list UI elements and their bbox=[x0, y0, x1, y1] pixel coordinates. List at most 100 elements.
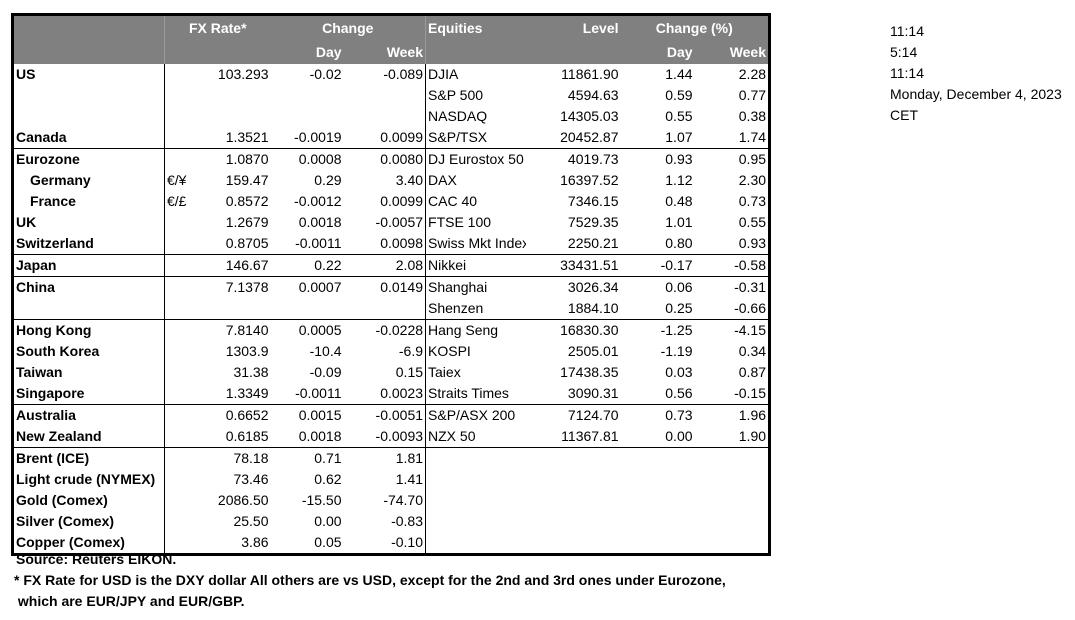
fx-change-week bbox=[343, 298, 426, 320]
equity-change-week: 1.90 bbox=[710, 426, 770, 448]
equity-level: 4019.73 bbox=[567, 151, 619, 167]
equity-level: 20452.87 bbox=[525, 127, 621, 149]
equity-change-day bbox=[621, 511, 711, 532]
equity-change-week: 0.93 bbox=[710, 233, 770, 255]
header-change: Change bbox=[270, 14, 426, 40]
fx-rate: 2086.50 bbox=[217, 492, 269, 508]
fx-change-day bbox=[270, 298, 344, 320]
equity-change-day: 0.55 bbox=[665, 108, 693, 124]
time-line: 11:14 bbox=[890, 23, 924, 39]
equity-level: 1884.10 bbox=[525, 298, 621, 320]
equity-level bbox=[526, 469, 621, 490]
equity-level: 17438.35 bbox=[560, 364, 619, 380]
equity-index: KOSPI bbox=[425, 341, 526, 362]
fx-change-week: -6.9 bbox=[398, 343, 424, 359]
fx-rate bbox=[211, 106, 271, 127]
equity-change-week: 0.38 bbox=[738, 108, 767, 124]
equity-index: DJIA bbox=[425, 64, 526, 85]
header-week: Week bbox=[343, 40, 426, 64]
table-row: Switzerland 0.8705 -0.0011 0.0098 Swiss Mkt … bbox=[12, 233, 770, 255]
table-row: Canada 1.3521 -0.0019 0.0099 S&P/TSX 20452.87… bbox=[12, 127, 770, 149]
equity-change-day: 0.80 bbox=[620, 233, 711, 255]
equity-index: Hang Seng bbox=[425, 319, 526, 341]
row-name: South Korea bbox=[16, 343, 100, 359]
equity-index bbox=[425, 469, 526, 490]
header-blank bbox=[425, 40, 526, 64]
fx-change-week: 0.0080 bbox=[380, 151, 424, 167]
equity-change-week: 1.96 bbox=[738, 407, 767, 423]
currency-pair: €/¥ bbox=[164, 170, 211, 191]
equity-change-day: 1.44 bbox=[665, 66, 693, 82]
fx-change-day: -0.0019 bbox=[270, 127, 344, 149]
equity-change-day: 0.48 bbox=[665, 193, 693, 209]
equity-level bbox=[526, 490, 621, 511]
equity-index: NASDAQ bbox=[425, 106, 526, 127]
table-row: China 7.1378 0.0007 0.0149 Shanghai 3026.34 0.… bbox=[13, 276, 770, 298]
fx-change-day: -0.09 bbox=[309, 364, 342, 380]
equity-index: Shanghai bbox=[425, 276, 526, 298]
equity-index: S&P/TSX bbox=[425, 127, 526, 149]
currency-pair bbox=[164, 404, 211, 426]
header-blank bbox=[164, 40, 211, 64]
currency-pair bbox=[164, 298, 211, 320]
time-line: 11:14 bbox=[890, 65, 924, 81]
equity-change-week: 2.28 bbox=[738, 66, 767, 82]
table-row: New Zealand 0.6185 0.0018 -0.0093 NZX 50 1136… bbox=[12, 426, 770, 448]
equity-change-week bbox=[711, 511, 770, 532]
table-row: Singapore 1.3349 -0.0011 0.0023 Straits Time… bbox=[12, 383, 770, 405]
table-row: Light crude (NYMEX) 73.46 0.62 1.41 bbox=[13, 469, 770, 490]
currency-pair bbox=[164, 212, 211, 233]
row-name: Silver (Comex) bbox=[16, 513, 115, 529]
equity-index: FTSE 100 bbox=[425, 212, 526, 233]
table-row: US 103.293 -0.02 -0.089 DJIA 11861.90 1.44 2.28 bbox=[13, 64, 770, 85]
row-name bbox=[13, 106, 165, 127]
fx-change-week: 0.0099 bbox=[380, 193, 424, 209]
equity-change-day: -1.19 bbox=[660, 343, 693, 359]
fx-rate: 25.50 bbox=[233, 513, 269, 529]
fx-footnote-line-2: which are EUR/JPY and EUR/GBP. bbox=[14, 593, 245, 609]
equity-change-day bbox=[621, 532, 711, 555]
fx-change-week: 0.0023 bbox=[343, 383, 426, 405]
table-row: Germany €/¥ 159.47 0.29 3.40 DAX 16397.52 1.12 2… bbox=[13, 170, 770, 191]
row-name: Switzerland bbox=[12, 233, 165, 255]
fx-change-week: 0.15 bbox=[395, 364, 424, 380]
row-name: Hong Kong bbox=[16, 322, 92, 338]
row-name: Taiwan bbox=[16, 364, 63, 380]
currency-pair bbox=[164, 511, 211, 532]
row-name: France bbox=[30, 193, 76, 209]
fx-change-day: 0.62 bbox=[314, 471, 342, 487]
equity-change-week: 0.87 bbox=[738, 364, 767, 380]
currency-pair bbox=[164, 447, 211, 469]
currency-pair bbox=[164, 532, 211, 555]
currency-pair bbox=[164, 148, 211, 170]
equity-level: 33431.51 bbox=[525, 254, 621, 277]
row-name: China bbox=[16, 279, 55, 295]
fx-change-day: 0.0015 bbox=[298, 407, 342, 423]
currency-pair bbox=[164, 106, 211, 127]
equity-change-week: 0.95 bbox=[738, 151, 767, 167]
currency-pair bbox=[164, 362, 211, 383]
fx-change-day: 0.0008 bbox=[298, 151, 342, 167]
equity-change-day: 1.07 bbox=[620, 127, 711, 149]
fx-change-week: -0.83 bbox=[391, 513, 424, 529]
row-name: Canada bbox=[12, 127, 165, 149]
fx-rate: 7.8140 bbox=[225, 322, 269, 338]
equity-change-day: 1.01 bbox=[665, 214, 693, 230]
equity-change-day: -0.17 bbox=[620, 254, 711, 277]
equity-change-day: 1.12 bbox=[665, 172, 693, 188]
equity-change-week: -0.15 bbox=[710, 383, 770, 405]
equity-change-day: 0.06 bbox=[665, 279, 693, 295]
source-note: Source: Reuters EIKON. bbox=[16, 551, 177, 567]
fx-rate: 7.1378 bbox=[225, 279, 269, 295]
equity-index: Taiex bbox=[425, 362, 526, 383]
currency-pair bbox=[164, 127, 211, 149]
row-name: UK bbox=[16, 214, 37, 230]
table-row: Brent (ICE) 78.18 0.71 1.81 bbox=[13, 447, 770, 469]
row-name: Eurozone bbox=[16, 151, 80, 167]
header-eq-day: Day bbox=[620, 40, 711, 64]
fx-rate: 0.8705 bbox=[210, 233, 271, 255]
equity-change-week bbox=[711, 490, 770, 511]
currency-pair bbox=[164, 426, 211, 448]
row-name: New Zealand bbox=[12, 426, 165, 448]
equity-level: 3090.31 bbox=[525, 383, 621, 405]
